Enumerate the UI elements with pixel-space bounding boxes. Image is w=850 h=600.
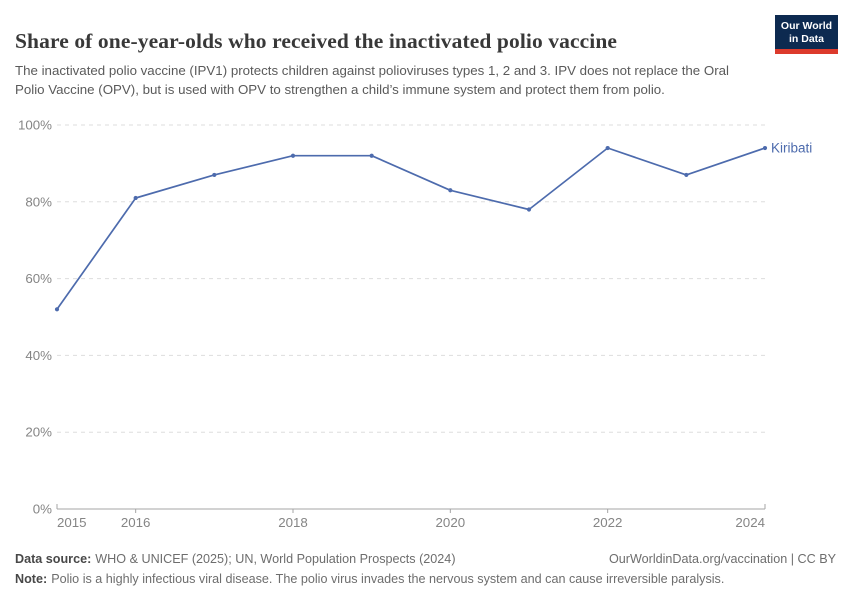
owid-logo[interactable]: Our World in Data — [775, 15, 838, 54]
y-tick-label: 60% — [25, 271, 52, 286]
x-axis-labels: 2015 2016 2018 2020 2022 2024 — [57, 515, 765, 530]
series-line-kiribati[interactable] — [56, 147, 766, 311]
note-line: Note: Polio is a highly infectious viral … — [15, 572, 805, 586]
x-tick-label: 2018 — [278, 515, 308, 530]
data-point[interactable] — [369, 153, 374, 158]
y-tick-label: 100% — [18, 118, 52, 133]
data-point[interactable] — [605, 145, 610, 151]
owid-logo-line1: Our World — [780, 20, 833, 32]
series-markers-kiribati[interactable] — [54, 145, 768, 312]
y-tick-label: 0% — [33, 502, 52, 517]
x-tick-label: 2020 — [436, 515, 466, 530]
x-tick-label: 2022 — [593, 515, 623, 530]
data-point[interactable] — [212, 172, 217, 178]
note-text: Polio is a highly infectious viral disea… — [51, 572, 725, 586]
chart-footer: Data source: WHO & UNICEF (2025); UN, Wor… — [0, 550, 850, 600]
chart-title: Share of one-year-olds who received the … — [15, 29, 618, 54]
x-tick-label: 2015 — [57, 515, 87, 530]
y-gridlines — [57, 124, 765, 433]
data-point[interactable] — [290, 153, 296, 158]
data-point[interactable] — [762, 145, 768, 151]
x-tick-label: 2016 — [121, 515, 151, 530]
data-source-label: Data source: — [15, 552, 92, 566]
owid-url-license[interactable]: OurWorldinData.org/vaccination | CC BY — [608, 552, 836, 566]
y-tick-label: 80% — [25, 194, 52, 209]
data-source-text: WHO & UNICEF (2025); UN, World Populatio… — [95, 552, 456, 566]
y-tick-label: 20% — [25, 425, 52, 440]
data-source-line: Data source: WHO & UNICEF (2025); UN, Wor… — [15, 552, 456, 566]
data-point[interactable] — [684, 172, 689, 178]
owid-logo-line2: in Data — [788, 32, 824, 45]
x-tick-label: 2024 — [735, 515, 765, 530]
data-point[interactable] — [54, 307, 60, 312]
data-point[interactable] — [526, 207, 532, 212]
note-label: Note: — [15, 572, 48, 586]
y-axis-labels: 0% 20% 40% 60% 80% 100% — [18, 118, 52, 517]
y-tick-label: 40% — [25, 348, 52, 363]
series-end-label[interactable]: Kiribati — [771, 141, 812, 156]
line-chart[interactable]: 0%20%40%60%80%100%2015 2016 2018 2020 2022 20… — [0, 110, 850, 542]
data-point[interactable] — [448, 188, 453, 193]
owid-logo-red-bar — [775, 49, 838, 54]
x-axis — [56, 504, 766, 513]
data-point[interactable] — [133, 195, 138, 201]
owid-logo-text: Our World in Data — [775, 15, 838, 49]
chart-subtitle: The inactivated polio vaccine (IPV1) pro… — [15, 63, 729, 98]
